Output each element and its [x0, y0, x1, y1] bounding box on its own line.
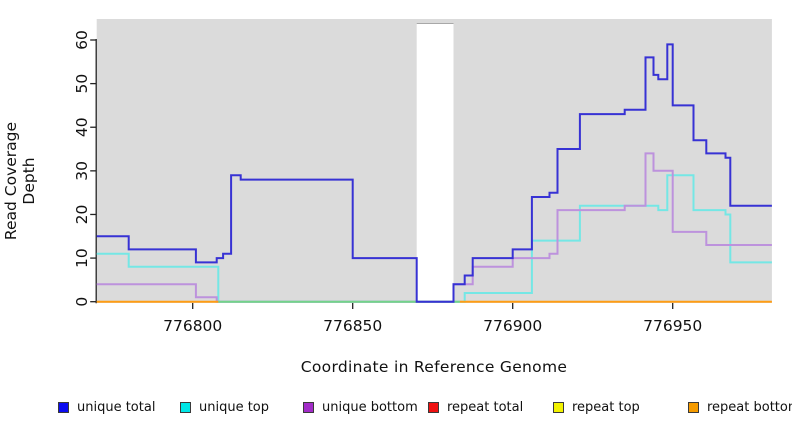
unique-top-swatch-icon	[180, 401, 191, 413]
y-axis-title: Read Coverage Depth	[2, 121, 38, 241]
legend-item-unique-top: unique top	[180, 398, 269, 416]
x-axis-title: Coordinate in Reference Genome	[300, 358, 568, 376]
y-tick-label: 40	[73, 117, 91, 137]
legend-item-unique-total: unique total	[58, 398, 155, 416]
legend: unique total unique top unique bottom re…	[0, 398, 792, 422]
legend-item-repeat-total: repeat total	[428, 398, 523, 416]
series-line-unique-total	[96, 43, 772, 303]
legend-label: repeat bottom	[707, 399, 792, 415]
unique-bottom-swatch-icon	[303, 401, 314, 413]
legend-label: unique top	[199, 399, 270, 415]
y-tick-label: 60	[73, 30, 91, 50]
legend-label: unique total	[77, 399, 156, 415]
legend-label: unique bottom	[322, 399, 418, 415]
x-tick-label: 776950	[643, 317, 702, 335]
repeat-total-swatch-icon	[428, 401, 439, 413]
x-tick-label: 776900	[483, 317, 542, 335]
y-tick-label: 10	[73, 248, 91, 268]
legend-label: repeat top	[572, 399, 640, 415]
legend-item-unique-bottom: unique bottom	[303, 398, 418, 416]
repeat-top-swatch-icon	[553, 401, 564, 413]
x-tick-label: 776800	[163, 317, 222, 335]
series-line-unique-top	[96, 174, 772, 303]
y-tick-label: 30	[73, 161, 91, 181]
repeat-bottom-swatch-icon	[688, 401, 699, 413]
y-tick-label: 0	[73, 297, 91, 307]
legend-label: repeat total	[447, 399, 524, 415]
x-tick-label: 776850	[323, 317, 382, 335]
legend-item-repeat-top: repeat top	[553, 398, 640, 416]
y-tick-label: 20	[73, 205, 91, 225]
legend-item-repeat-bottom: repeat bottom	[688, 398, 792, 416]
y-tick-label: 50	[73, 74, 91, 94]
unique-total-swatch-icon	[58, 401, 69, 413]
masked-region	[416, 23, 454, 303]
